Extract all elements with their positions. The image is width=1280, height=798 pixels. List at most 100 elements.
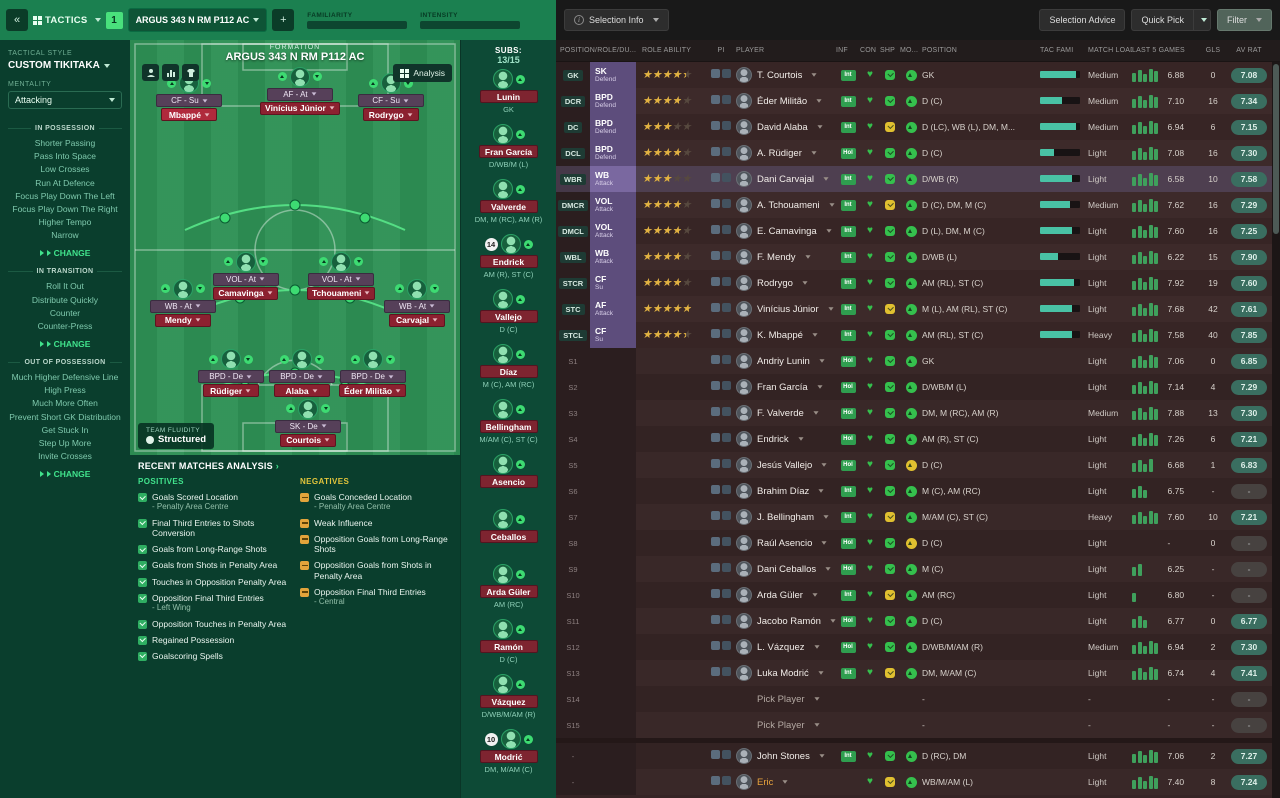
quick-pick-chevron-button[interactable]	[1193, 9, 1211, 31]
role-duty-badge[interactable]: VOL Attack	[590, 192, 636, 218]
table-scrollbar[interactable]	[1272, 62, 1280, 798]
role-duty-dropdown[interactable]: BPD - De	[339, 370, 406, 384]
pitch-player[interactable]: WB - At Carvajal	[371, 278, 463, 327]
swap-up-icon[interactable]	[223, 257, 233, 267]
player-instructions-icon[interactable]	[711, 563, 731, 575]
col-av-rat[interactable]: AV RAT	[1236, 47, 1262, 54]
col-role-ability[interactable]: ROLE ABILITY	[642, 47, 692, 54]
player-instructions-icon[interactable]	[711, 750, 731, 762]
player-name-tag[interactable]: Vinícius Júnior	[260, 101, 340, 115]
player-instructions-icon[interactable]	[711, 355, 731, 367]
swap-down-icon[interactable]	[202, 78, 212, 88]
player-name-tag[interactable]: Carvajal	[389, 313, 446, 327]
player-instructions-icon[interactable]	[711, 433, 731, 445]
pitch-player[interactable]: BPD - De Éder Militão	[327, 349, 419, 398]
sub-player-name[interactable]: Valverde	[479, 200, 538, 213]
selection-info-dropdown[interactable]: i Selection Info	[564, 9, 669, 31]
player-cell[interactable]: Éder Militão	[736, 93, 836, 109]
analysis-header[interactable]: RECENT MATCHES ANALYSIS	[138, 461, 273, 471]
col-match-load[interactable]: MATCH LOAD	[1088, 47, 1132, 54]
swap-icon[interactable]	[515, 294, 525, 304]
player-name-tag[interactable]: Camavinga	[213, 286, 278, 300]
role-duty-dropdown[interactable]: SK - De	[275, 419, 342, 433]
player-instructions-icon[interactable]	[711, 199, 731, 211]
pitch-player[interactable]: CF - Su Rodrygo	[345, 73, 437, 122]
kit-view-button[interactable]	[182, 64, 199, 81]
player-cell[interactable]: K. Mbappé	[736, 327, 836, 343]
table-row[interactable]: S6 Brahim Díaz Int ♥	[556, 478, 1272, 504]
player-cell[interactable]: John Stones	[736, 748, 836, 764]
swap-up-icon[interactable]	[368, 78, 378, 88]
selection-advice-button[interactable]: Selection Advice	[1039, 9, 1126, 31]
col-player[interactable]: PLAYER	[736, 47, 765, 54]
swap-icon[interactable]	[523, 734, 533, 744]
swap-icon[interactable]	[515, 184, 525, 194]
player-name-tag[interactable]: Courtois	[280, 433, 337, 447]
player-instructions-icon[interactable]	[711, 776, 731, 788]
player-cell[interactable]: Jesús Vallejo	[736, 457, 836, 473]
sub-player-name[interactable]: Díaz	[479, 365, 538, 378]
role-duty-dropdown[interactable]: WB - At	[384, 299, 451, 313]
player-cell[interactable]: L. Vázquez	[736, 639, 836, 655]
swap-up-icon[interactable]	[395, 284, 405, 294]
change-out-of-possession-button[interactable]: CHANGE	[8, 469, 122, 479]
pitch-player[interactable]: SK - De Courtois	[262, 398, 354, 447]
table-row[interactable]: S1 Andriy Lunin Hol ♥	[556, 348, 1272, 374]
swap-down-icon[interactable]	[403, 78, 413, 88]
col-shp[interactable]: SHP	[880, 47, 895, 54]
col-gls[interactable]: GLS	[1205, 47, 1221, 54]
sub-player-name[interactable]: Fran García	[478, 145, 539, 158]
swap-down-icon[interactable]	[314, 354, 324, 364]
mentality-dropdown[interactable]: Attacking	[8, 91, 122, 109]
player-cell[interactable]: Arda Güler	[736, 587, 836, 603]
player-cell[interactable]: Fran García	[736, 379, 836, 395]
player-cell[interactable]: Vinícius Júnior	[736, 301, 836, 317]
player-instructions-icon[interactable]	[711, 615, 731, 627]
collapse-sidebar-button[interactable]: «	[6, 9, 28, 31]
role-duty-dropdown[interactable]: VOL - At	[308, 272, 375, 286]
sub-player[interactable]: Lunin GK	[479, 69, 538, 124]
player-cell[interactable]: E. Camavinga	[736, 223, 836, 239]
role-duty-badge[interactable]: WB Attack	[590, 244, 636, 270]
table-row[interactable]: S10 Arda Güler Int ♥	[556, 582, 1272, 608]
role-duty-dropdown[interactable]: AF - At	[266, 87, 333, 101]
table-row[interactable]: S8 Raúl Asencio Hol ♥	[556, 530, 1272, 556]
role-duty-dropdown[interactable]: BPD - De	[197, 370, 264, 384]
pitch-player[interactable]: WB - At Mendy	[137, 278, 229, 327]
table-row[interactable]: S4 Endrick Hol ♥	[556, 426, 1272, 452]
tactic-slot-badge[interactable]: 1	[105, 11, 123, 29]
sub-player[interactable]: Ramón D (C)	[479, 619, 538, 674]
swap-icon[interactable]	[515, 459, 525, 469]
swap-icon[interactable]	[515, 74, 525, 84]
swap-icon[interactable]	[515, 679, 525, 689]
role-duty-badge[interactable]: AF Attack	[590, 296, 636, 322]
player-cell[interactable]: F. Valverde	[736, 405, 836, 421]
pitch-player[interactable]: VOL - At Camavinga	[200, 251, 292, 300]
role-duty-badge[interactable]: CF Su	[590, 322, 636, 348]
player-instructions-icon[interactable]	[711, 303, 731, 315]
change-in-transition-button[interactable]: CHANGE	[8, 339, 122, 349]
pitch-player[interactable]: AF - At Vinícius Júnior	[254, 66, 346, 115]
swap-down-icon[interactable]	[312, 72, 322, 82]
sub-player-name[interactable]: Endrick	[479, 255, 538, 268]
table-row[interactable]: STC AF Attack ★★★★★ ★★★★★ Vinícius Júnior …	[556, 296, 1272, 322]
player-name-tag[interactable]: Rüdiger	[202, 384, 259, 398]
swap-down-icon[interactable]	[195, 284, 205, 294]
player-instructions-icon[interactable]	[711, 641, 731, 653]
player-cell[interactable]: Dani Carvajal	[736, 171, 836, 187]
player-cell[interactable]: Endrick	[736, 431, 836, 447]
col-position-role-duty[interactable]: POSITION/ROLE/DU...▲	[560, 47, 636, 54]
formation-pitch[interactable]: FORMATION ARGUS 343 N RM P112 AC	[130, 40, 460, 455]
role-duty-dropdown[interactable]: CF - Su	[357, 94, 424, 108]
role-duty-badge[interactable]: BPD Defend	[590, 140, 636, 166]
player-instructions-icon[interactable]	[711, 407, 731, 419]
table-row[interactable]: S3 F. Valverde Hol ♥	[556, 400, 1272, 426]
player-cell[interactable]: Raúl Asencio	[736, 535, 836, 551]
swap-icon[interactable]	[515, 569, 525, 579]
table-row[interactable]: S7 J. Bellingham Int ♥	[556, 504, 1272, 530]
swap-down-icon[interactable]	[354, 257, 364, 267]
